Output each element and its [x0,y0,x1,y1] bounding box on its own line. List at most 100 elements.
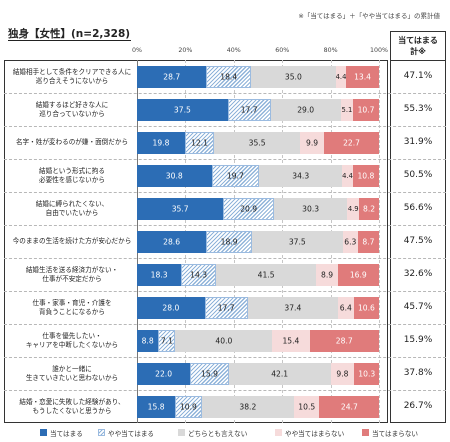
bar-segment [324,131,379,154]
category-label: 結婚という形式に拘る 必要性を感じないから [8,167,136,185]
data-label: 8.7 [362,237,375,246]
bar-segment [175,329,273,352]
data-label: 30.3 [302,204,320,213]
bar-segment [353,98,379,121]
cumulative-header-line-1: 当てはまる [398,36,438,45]
legend-swatch [275,429,282,436]
category-label-line: 結婚に縛られたくない、 [35,199,109,208]
bar-segment [137,98,228,121]
data-label: 8.2 [363,204,376,213]
data-label: 6.4 [339,303,352,312]
category-label-line: 生きていきたいと思わないから [25,373,119,382]
bar-segment [137,263,182,286]
bar-segment [250,65,336,88]
bar-segment [184,131,215,154]
bar-segment [137,362,191,385]
bar-segment [352,164,379,187]
cumulative-value: 55.3% [403,103,433,114]
category-label: 結婚に縛られたくない、 自由でいたいから [8,200,136,218]
data-label: 22.7 [343,138,360,147]
bar-segment [228,362,331,385]
bar-segment [300,131,325,154]
legend-label: やや当てはまらない [285,430,345,438]
bar-segment [338,296,354,319]
data-label: 7.1 [160,336,173,345]
cumulative-value: 26.7% [403,400,433,411]
data-label: 9.9 [306,138,319,147]
bar-segment [137,395,176,418]
row-separator [4,225,446,226]
data-label: 18.3 [150,270,168,279]
bar-segment [330,362,355,385]
bar-segment [223,197,274,220]
cumulative-value: 47.5% [403,235,433,246]
data-label: 16.9 [349,270,367,279]
bar-segment [251,230,343,253]
bar-segment [342,230,358,253]
data-label: 35.7 [171,204,189,213]
cumulative-value: 37.8% [403,367,433,378]
legend-label: 当てはまる [50,430,83,438]
data-label: 14.3 [190,270,208,279]
data-label: 10.7 [357,105,375,114]
chart-title: 独身【女性】(n=2,328) [8,28,131,40]
data-label: 17.7 [217,303,235,312]
bar-segment [175,395,202,418]
data-label: 18.9 [220,237,238,246]
bar-segment [309,329,379,352]
cumulative-header: 当てはまる 計※ [390,31,446,61]
bar-segment [335,65,347,88]
data-label: 10.9 [179,402,197,411]
data-label: 10.5 [298,402,316,411]
bar-segment [340,98,354,121]
title-underline [8,40,131,41]
category-label-line: 背負うことになるから [39,307,105,316]
row-separator [4,159,446,160]
bar-segment [270,98,341,121]
bar-segment [206,65,251,88]
category-label-line: 仕事を優先したい・ [42,331,102,340]
category-label-line: 今のままの生活を続けた方が安心だから [12,237,132,245]
x-tick-label: 20% [178,47,193,54]
row-separator [4,93,446,94]
cumulative-value: 47.1% [403,70,433,81]
x-gridline [379,60,380,423]
category-label: 結婚・恋愛に失敗した経験があり、 もうしたくないと思うから [8,398,136,416]
bar-segment [201,395,295,418]
data-label: 15.8 [147,402,165,411]
x-tick-label: 100% [369,47,389,54]
category-label: 仕事を優先したい・ キャリアを中断したくないから [8,332,136,350]
data-label: 35.0 [284,72,302,81]
category-label: 結婚相手として条件をクリアできる人に 巡り合えそうにないから [8,68,136,86]
cumulative-value: 50.5% [403,169,433,180]
data-label: 19.7 [226,171,244,180]
legend-swatch [178,429,185,436]
bar-segment [354,362,380,385]
category-label-line: 結婚・恋愛に失敗した経験があり、 [19,397,125,406]
data-label: 18.4 [220,72,238,81]
data-label: 37.5 [288,237,306,246]
bar-segment [259,164,343,187]
bar-segment [294,395,320,418]
legend-label: 当てはまらない [372,430,419,438]
cumulative-value: 32.6% [403,268,433,279]
data-label: 40.0 [215,336,233,345]
category-label-line: 巡り合っていないから [39,109,105,118]
category-label-line: キャリアを中断したくないから [25,340,119,349]
bar-segment [137,65,207,88]
category-label-line: 誰かと一緒に [52,364,92,373]
category-label: 仕事・家事・育児・介護を 背負うことになるから [8,299,136,317]
row-separator [4,258,446,259]
data-label: 4.4 [342,171,353,180]
legend-swatch [98,429,105,436]
bar-segment [346,65,379,88]
category-label-line: 自由でいたいから [45,208,99,217]
category-label: 今のままの生活を続けた方が安心だから [8,237,136,246]
category-label: 結婚生活を送る経済力がない・ 仕事が不安定だから [8,266,136,284]
bar-segment [137,131,185,154]
data-label: 4.4 [335,72,347,81]
row-separator [4,192,446,193]
data-label: 37.5 [173,105,191,114]
row-separator [4,357,446,358]
